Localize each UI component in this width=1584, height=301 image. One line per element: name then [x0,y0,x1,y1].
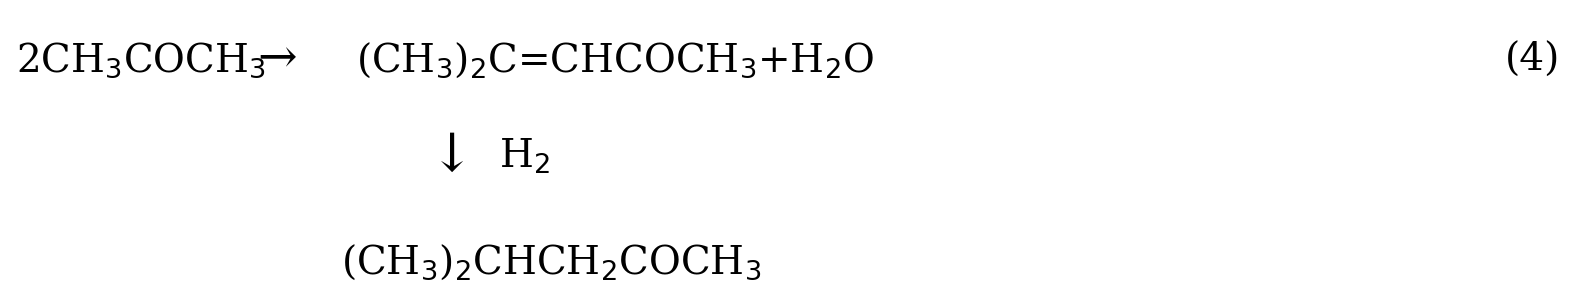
Text: H$_2$: H$_2$ [499,137,550,176]
Text: (4): (4) [1505,42,1560,79]
Text: (CH$_3$)$_2$C=CHCOCH$_3$+H$_2$O: (CH$_3$)$_2$C=CHCOCH$_3$+H$_2$O [356,40,874,80]
Text: ↓: ↓ [429,131,474,182]
Text: (CH$_3$)$_2$CHCH$_2$COCH$_3$: (CH$_3$)$_2$CHCH$_2$COCH$_3$ [341,242,760,282]
Text: 2CH$_3$COCH$_3$: 2CH$_3$COCH$_3$ [16,40,266,80]
Text: →: → [257,38,298,83]
